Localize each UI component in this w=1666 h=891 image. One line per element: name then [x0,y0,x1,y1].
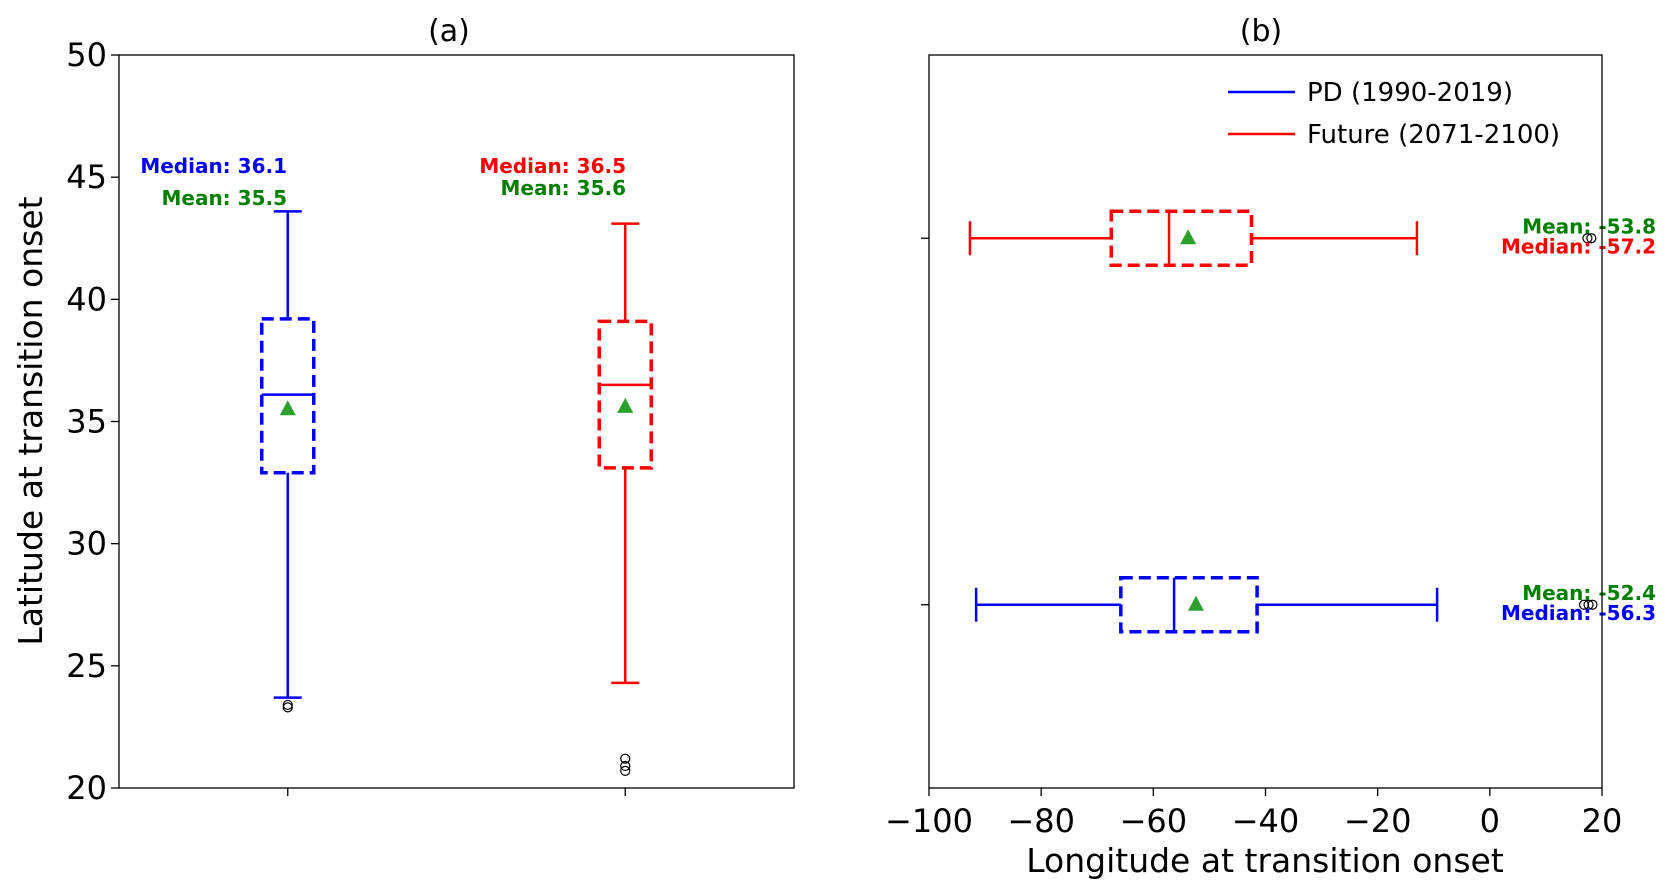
legend: PD (1990-2019) Future (2071-2100) [1228,78,1560,150]
panel-b: (b) Longitude at transition onset −100 −8… [885,14,1656,880]
panel-a-y-axis-label: Latitude at transition onset [11,196,50,645]
mean-marker [279,400,296,416]
panel-a-y-tick-label: 20 [66,769,107,807]
outlier-point [620,760,631,772]
panel-b-x-tick-label: −100 [885,802,973,840]
outlier-point [620,765,631,776]
median-annotation: Median: -57.2 [1501,234,1656,258]
panel-b-x-tick-label: −60 [1120,802,1188,840]
outlier-point [1586,233,1597,244]
outlier-point [282,702,293,713]
mean-annotation: Mean: -52.4 [1522,581,1656,605]
panel-a-y-tick-label: 50 [66,36,107,74]
panel-b-x-tick-label: −40 [1232,802,1300,840]
panel-b-frame [928,54,1603,789]
legend-label-pd: PD (1990-2019) [1307,78,1513,108]
panel-a-y-tick-label: 35 [66,403,107,441]
panel-a-frame [118,54,795,789]
panel-a-plot-area: 20 25 30 35 40 45 50 Median: 36.1 Mean: 35.5 Medi… [66,36,653,807]
legend-label-future: Future (2071-2100) [1307,120,1560,150]
outlier-point [1587,599,1598,610]
mean-marker [617,397,634,413]
mean-annotation: Mean: 35.5 [161,186,287,210]
panel-a-y-tick-label: 45 [66,158,107,196]
outlier-point [620,753,631,764]
median-annotation: Median: 36.1 [140,154,287,178]
panel-b-x-tick-label: 0 [1480,802,1500,840]
box-iqr [597,319,653,470]
panel-b-title: (b) [1240,14,1282,49]
panel-a-y-tick-label: 40 [66,280,107,318]
outlier-point [1583,599,1594,610]
panel-a-y-tick-label: 30 [66,525,107,563]
panel-b-x-tick-label: −20 [1344,802,1412,840]
panel-a-y-tick-label: 25 [66,647,107,685]
mean-annotation: Mean: 35.6 [500,176,626,200]
outlier-point [282,699,293,711]
panel-b-x-tick-label: 20 [1582,802,1623,840]
median-annotation: Median: -56.3 [1501,601,1656,625]
mean-annotation: Mean: -53.8 [1522,214,1656,238]
mean-marker [1180,229,1197,245]
panel-b-x-tick-label: −80 [1007,802,1075,840]
median-annotation: Median: 36.5 [479,154,626,178]
box-iqr [1109,209,1254,267]
panel-b-x-axis-label: Longitude at transition onset [1026,841,1504,880]
panel-a-title: (a) [428,14,470,49]
box-iqr [1119,576,1259,634]
panel-a: (a) Latitude at transition onset 20 25 30 3… [11,14,795,807]
outlier-point [1582,233,1593,244]
mean-marker [1187,595,1204,611]
